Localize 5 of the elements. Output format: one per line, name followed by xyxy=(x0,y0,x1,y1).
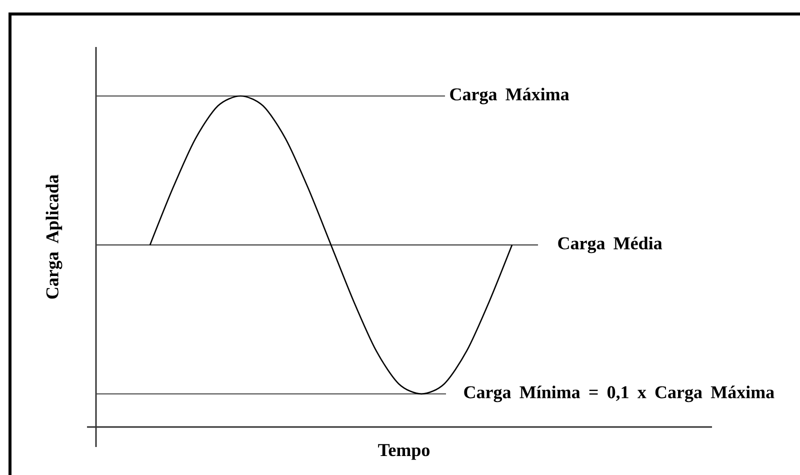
ref-line-label: Carga Média xyxy=(558,236,662,254)
y-axis-title: Carga Aplicada xyxy=(46,174,62,299)
x-axis-title: Tempo xyxy=(378,444,430,460)
ref-line-label: Carga Máxima xyxy=(450,88,570,104)
ref-line-label: Carga Mínima = 0,1 x Carga Máxima xyxy=(464,386,774,402)
